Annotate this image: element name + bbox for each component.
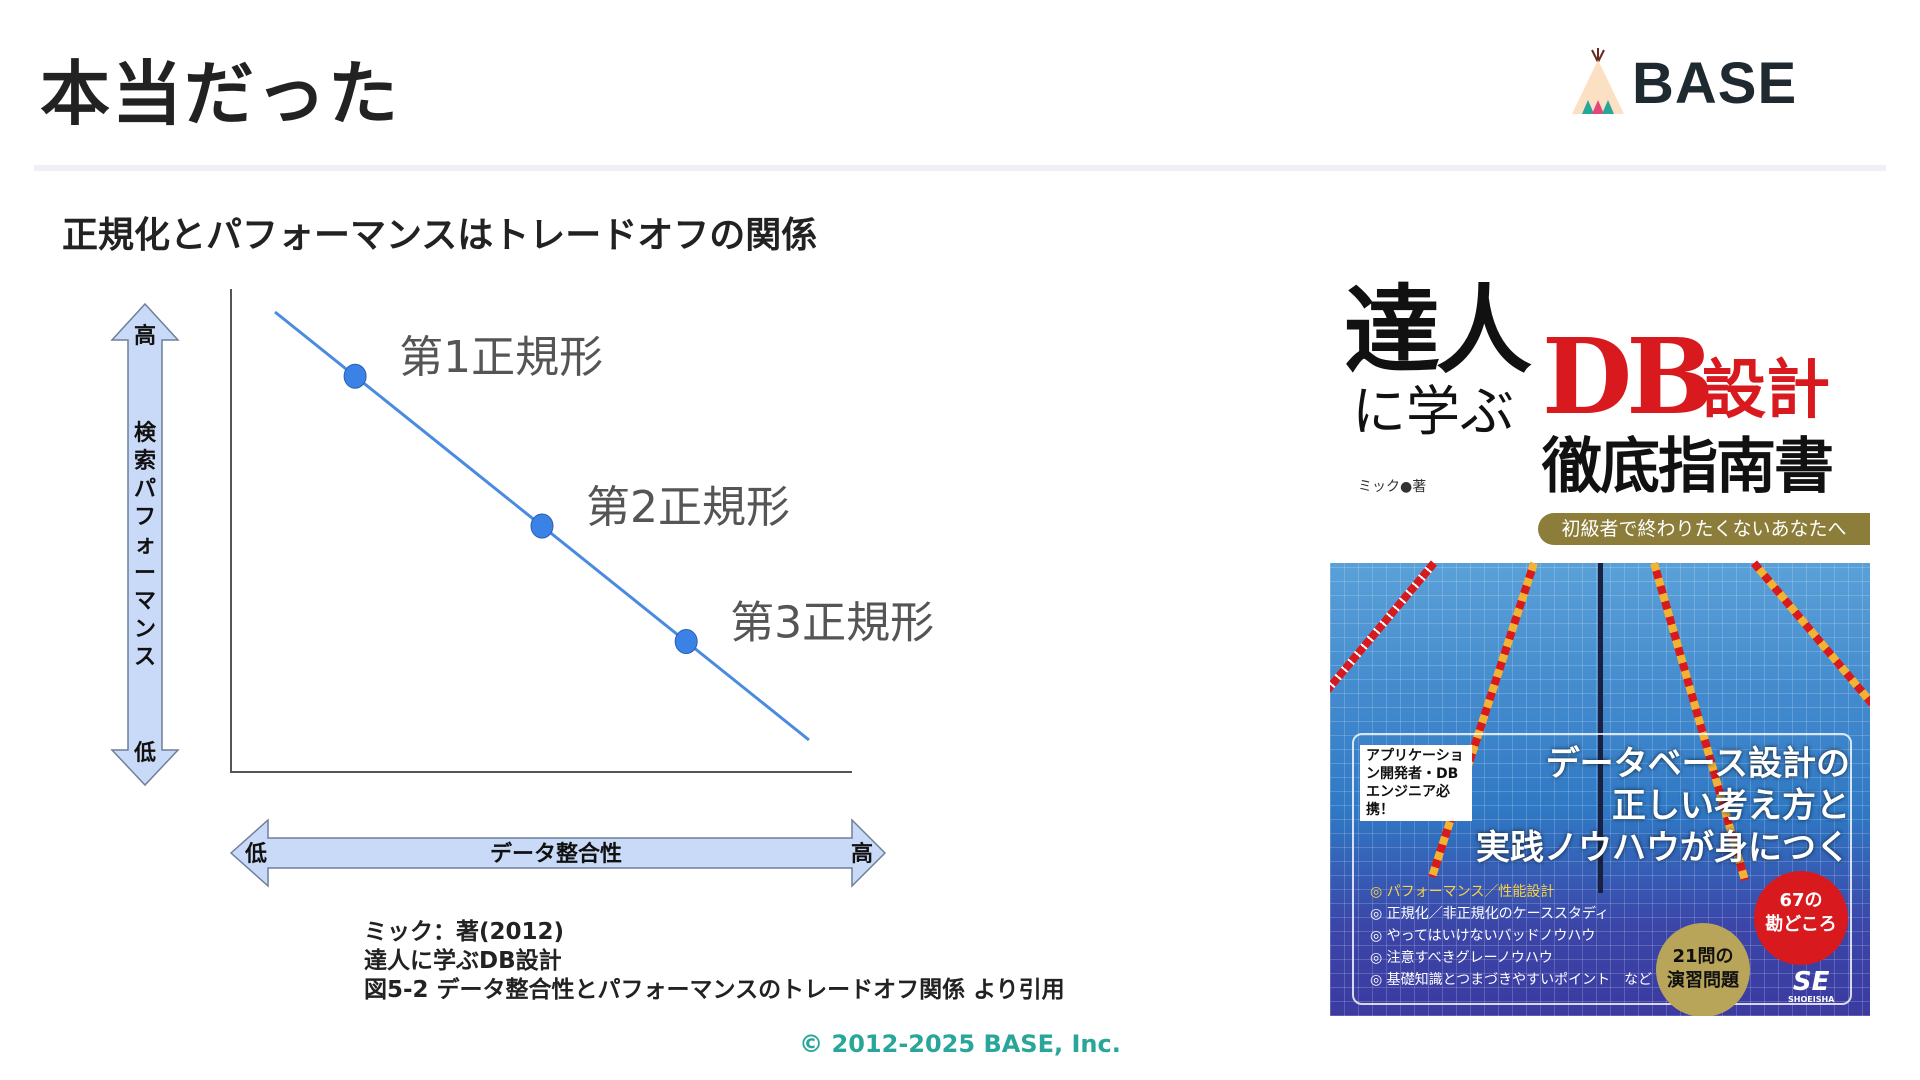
y-axis-label-char: パ xyxy=(134,477,156,502)
y-axis-label-char: ォ xyxy=(134,533,156,558)
normal-form-point xyxy=(343,363,367,389)
book-tagline: 初級者で終わりたくないあなたへ xyxy=(1538,513,1870,545)
header-divider xyxy=(34,165,1886,171)
book-tag: アプリケーション開発者・DBエンジニア必携！ xyxy=(1360,745,1472,821)
feature-item: ◎ 基礎知識とつまづきやすいポイント など xyxy=(1370,972,1653,988)
slide-subtitle: 正規化とパフォーマンスはトレードオフの関係 xyxy=(62,215,818,256)
y-axis-label-char: ー xyxy=(134,561,156,586)
normal-form-label: 第2正規形 xyxy=(586,482,790,533)
citation: ミック：著(2012) 達人に学ぶDB設計 図5-2 データ整合性とパフォーマン… xyxy=(364,918,1065,1005)
badge-67: 67の 勘どころ xyxy=(1754,871,1848,965)
citation-line: 達人に学ぶDB設計 xyxy=(364,948,562,974)
book-cover-image: 達人 に学ぶ DB 設計 徹底指南書 ミック●著 初級者で終わりたくないあなたへ… xyxy=(1330,279,1870,1016)
publisher-name: SHOEISHA xyxy=(1788,995,1835,1004)
book-title: に学ぶ xyxy=(1352,380,1514,443)
copyright-footer: © 2012-2025 BASE, Inc. xyxy=(799,1030,1121,1058)
book-title: 設計 xyxy=(1702,354,1830,428)
book-title: 達人 xyxy=(1344,279,1532,387)
page-title: 本当だった xyxy=(40,53,400,135)
headline-line: 正しい考え方と xyxy=(1612,786,1850,826)
badge-text: 演習問題 xyxy=(1667,970,1739,991)
citation-line: 図5-2 データ整合性とパフォーマンスのトレードオフ関係 より引用 xyxy=(364,977,1065,1003)
normal-form-point xyxy=(530,513,554,539)
citation-line: ミック：著(2012) xyxy=(364,919,565,945)
x-axis-label: データ整合性 xyxy=(490,841,622,867)
pool-photo: アプリケーション開発者・DBエンジニア必携！ データベース設計の 正しい考え方と… xyxy=(1330,560,1870,1016)
y-axis-arrow xyxy=(110,302,180,787)
book-title: 徹底指南書 xyxy=(1542,432,1834,502)
y-axis-label-char: 索 xyxy=(134,449,156,474)
x-axis-low: 低 xyxy=(244,842,267,867)
feature-item: ◎ やってはいけないバッドノウハウ xyxy=(1370,928,1596,944)
y-axis-label-char: フ xyxy=(134,505,156,530)
book-title-db: DB xyxy=(1542,315,1714,438)
badge-text: 67の xyxy=(1779,890,1823,911)
feature-item: ◎ パフォーマンス／性能設計 xyxy=(1370,884,1555,900)
publisher-mark: SE xyxy=(1792,967,1830,997)
feature-item: ◎ 正規化／非正規化のケーススタディ xyxy=(1370,906,1609,922)
book-headline: データベース設計の 正しい考え方と 実践ノウハウが身につく xyxy=(1476,743,1850,869)
headline-line: 実践ノウハウが身につく xyxy=(1476,828,1850,868)
y-axis-high: 高 xyxy=(134,323,156,349)
book-author: ミック●著 xyxy=(1358,479,1427,495)
feature-item: ◎ 注意すべきグレーノウハウ xyxy=(1370,950,1553,966)
book-text-frame xyxy=(1352,733,1852,1005)
y-axis-label-char: ス xyxy=(134,645,156,670)
normal-form-point xyxy=(674,629,698,655)
y-axis-label-char: ン xyxy=(134,617,156,642)
y-axis-label-char: マ xyxy=(134,589,156,614)
base-logo: BASE xyxy=(1568,46,1798,116)
badge-text: 勘どころ xyxy=(1765,914,1837,935)
y-axis-label-char: 検 xyxy=(134,421,157,446)
book-feature-list: ◎ パフォーマンス／性能設計 ◎ 正規化／非正規化のケーススタディ ◎ やっては… xyxy=(1370,881,1652,991)
badge-21: 21問の 演習問題 xyxy=(1656,923,1750,1016)
y-axis-low: 低 xyxy=(133,741,156,766)
publisher-logo: SE SHOEISHA xyxy=(1788,969,1834,1005)
teepee-icon xyxy=(1572,48,1624,114)
x-axis-high: 高 xyxy=(851,841,873,867)
normal-form-label: 第1正規形 xyxy=(399,332,603,383)
badge-text: 21問の xyxy=(1672,946,1734,967)
normal-form-label: 第3正規形 xyxy=(730,598,934,649)
logo-text: BASE xyxy=(1632,51,1798,116)
headline-line: データベース設計の xyxy=(1545,744,1850,784)
x-axis-arrow xyxy=(229,818,887,888)
